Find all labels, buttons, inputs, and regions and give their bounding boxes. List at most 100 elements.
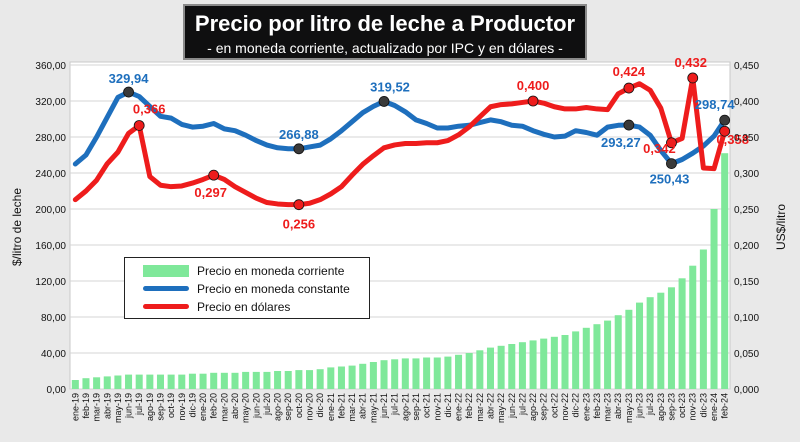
bar [274,371,282,389]
bar [199,373,207,389]
bar [721,153,729,389]
y-right-tick-label: 0,350 [734,133,759,144]
y-left-tick-label: 200,00 [35,205,66,216]
y-left-tick-label: 160,00 [35,241,66,252]
x-tick-label: abr-22 [485,393,495,419]
bar [412,358,420,389]
data-label: 329,94 [109,71,150,86]
bar [667,287,675,389]
bar [306,370,314,389]
series-line-dolares [72,75,728,208]
x-tick-label: sep-20 [283,393,293,421]
bar [646,297,654,389]
bar [178,374,186,389]
x-tick-label: may-22 [496,393,506,423]
data-label: 0,297 [194,185,227,200]
data-label: 266,88 [279,127,319,142]
x-tick-label: abr-21 [358,393,368,419]
bar [455,354,463,389]
data-label: 298,74 [695,97,736,112]
legend-swatch-red-line [143,304,189,309]
annotation-labels: 329,94 266,88 319,52 293,27 250,43 298,74 0,36… [109,55,749,232]
legend-label: Precio en moneda constante [197,282,350,296]
bar [657,292,665,389]
data-label: 0,256 [283,217,316,232]
legend-item-constante: Precio en moneda constante [125,280,369,298]
bar [465,353,473,389]
bar [231,372,239,389]
data-marker [208,169,220,181]
legend: Precio en moneda corriente Precio en mon… [124,257,370,319]
x-tick-label: ago-20 [273,393,283,421]
data-marker [687,72,699,84]
bar [82,378,90,389]
x-tick-label: sep-22 [539,393,549,421]
x-tick-label: nov-19 [177,393,187,421]
bar [359,363,367,389]
x-tick-label: oct-22 [549,393,559,418]
x-tick-label: nov-23 [688,393,698,421]
markers-group [123,72,731,211]
bar [614,315,622,389]
bar [316,369,324,389]
x-tick-label: jul-22 [517,393,527,416]
title-box: Precio por litro de leche a Productor - … [183,4,587,60]
data-label: 0,342 [643,141,676,156]
legend-item-corriente: Precio en moneda corriente [125,262,369,280]
x-tick-label: feb-22 [464,393,474,419]
bar [380,360,388,389]
bar [252,371,260,389]
y-left-tick-label: 320,00 [35,97,66,108]
lines-group [72,75,728,208]
x-tick-label: jul-21 [390,393,400,416]
x-tick-label: jul-23 [645,393,655,416]
x-tick-label: ene-21 [326,393,336,421]
bar [242,371,250,389]
bar [337,366,345,389]
bar [188,373,196,389]
x-tick-label: oct-23 [677,393,687,418]
x-tick-label: ene-24 [709,393,719,421]
x-tick-label: may-21 [368,393,378,423]
y-left-tick-label: 120,00 [35,277,66,288]
bar [582,327,590,389]
bar [699,249,707,389]
y-right-axis-title: US$/litro [774,204,788,250]
x-tick-label: mar-20 [219,393,229,422]
bar [348,365,356,389]
x-tick-label: oct-20 [294,393,304,418]
y-right-tick-label: 0,150 [734,277,759,288]
y-left-axis-title: $/litro de leche [10,188,24,266]
bar [540,338,548,389]
data-marker [719,114,731,126]
bar [689,265,697,389]
bar [391,359,399,389]
axes-group: 0,00 40,00 80,00 120,00 160,00 200,00 240,00 28… [10,61,788,423]
x-tick-label: ago-21 [400,393,410,421]
y-right-tick-label: 0,200 [734,241,759,252]
data-label: 0,432 [674,55,707,70]
x-tick-label: dic-23 [698,393,708,418]
data-label: 0,366 [133,101,166,116]
bar [561,335,569,389]
data-label: 319,52 [370,79,410,94]
y-left-tick-label: 0,00 [47,385,67,396]
bar [220,372,228,389]
x-tick-label: dic-22 [571,393,581,418]
x-tick-label: nov-21 [432,393,442,421]
x-tick-label: mar-22 [475,393,485,422]
data-marker [133,120,145,131]
bar [146,374,154,389]
x-tick-label: jun-23 [635,393,645,419]
y-left-tick-label: 40,00 [41,349,66,360]
bar [369,362,377,389]
y-left-tick-label: 240,00 [35,169,66,180]
data-label: 0,400 [517,78,550,93]
x-tick-label: mar-19 [92,393,102,422]
legend-swatch-bar [143,265,189,277]
x-tick-label: abr-20 [230,393,240,419]
x-tick-label: sep-19 [155,393,165,421]
x-tick-label: ago-22 [528,393,538,421]
y-right-tick-label: 0,050 [734,349,759,360]
